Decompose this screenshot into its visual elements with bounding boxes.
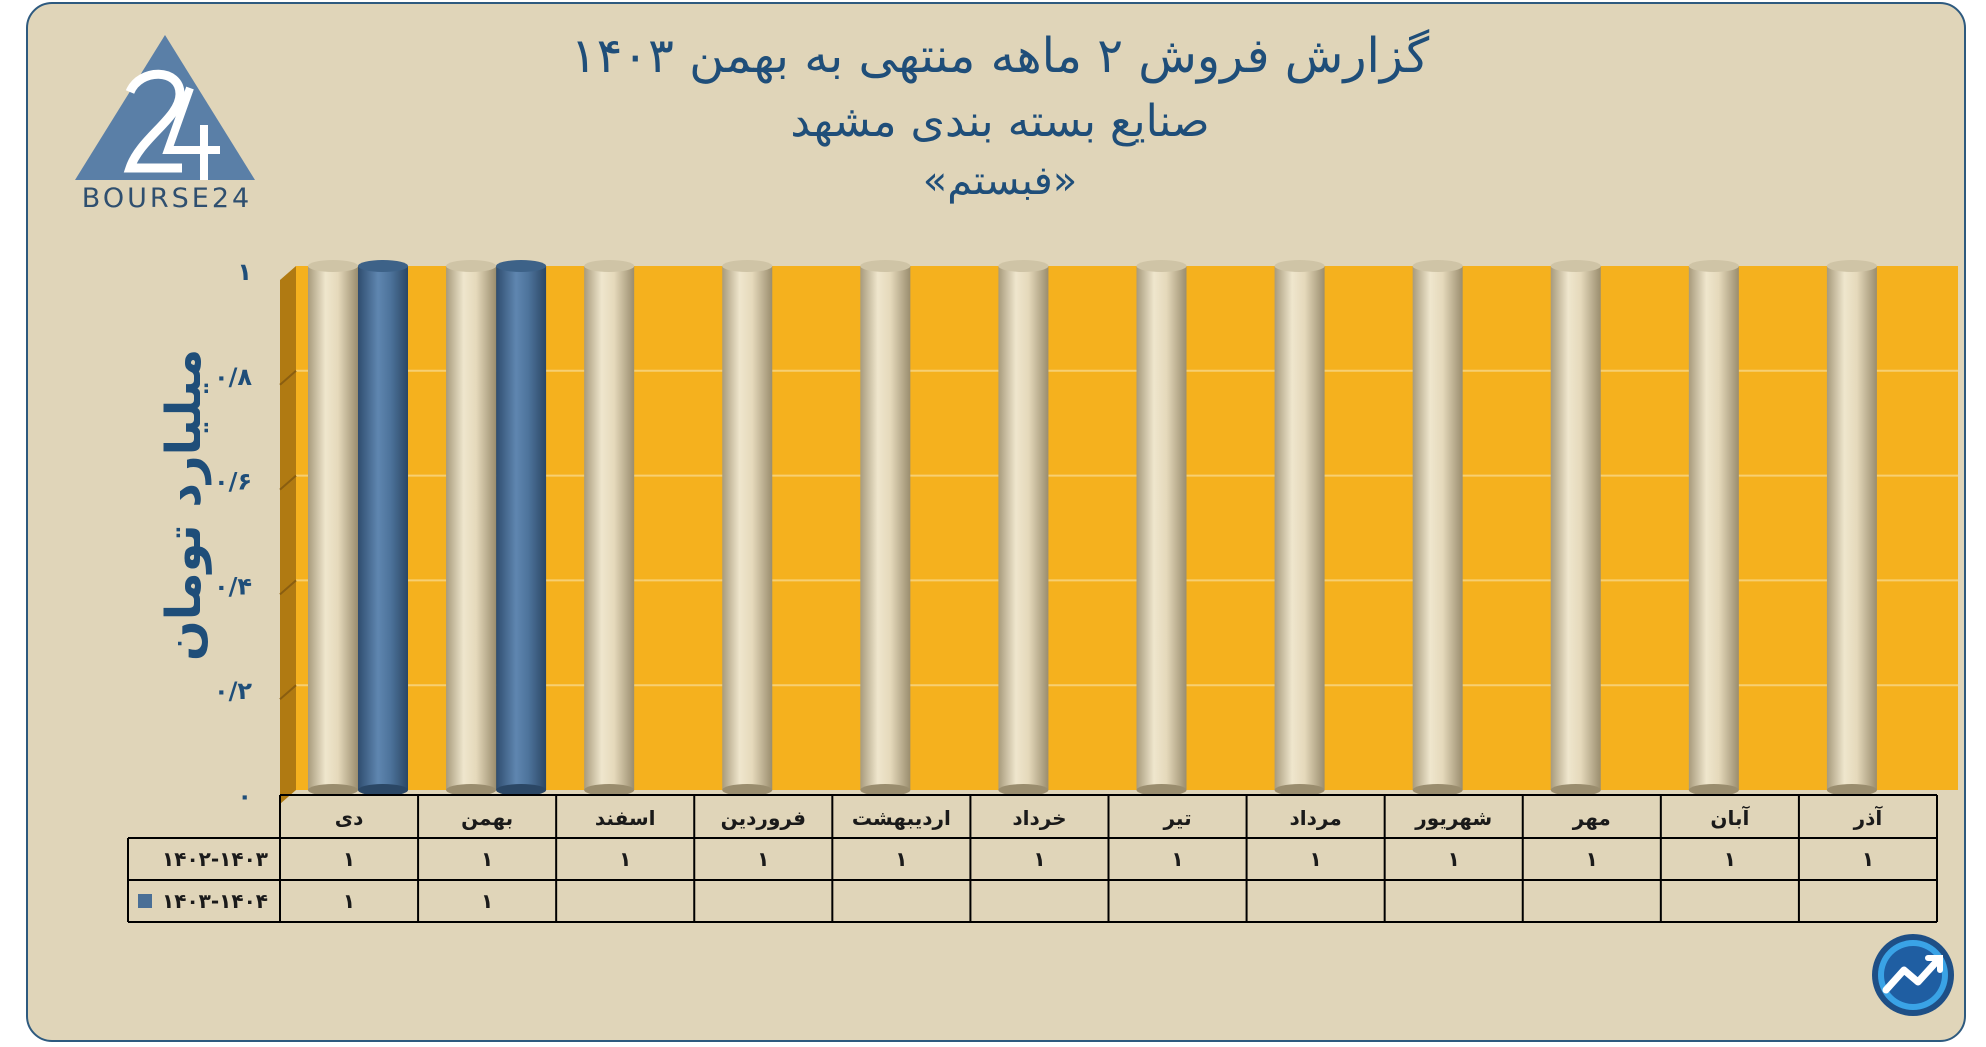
bar-base <box>1412 784 1463 796</box>
x-tick-label: خرداد <box>1012 806 1066 830</box>
data-label: ۱ <box>1586 847 1598 871</box>
y-tick-label: ۰ <box>237 782 252 810</box>
bar-top <box>1274 260 1325 272</box>
gridline-side <box>279 474 297 491</box>
plot-area <box>296 266 1958 790</box>
bar-base <box>308 784 358 796</box>
bar-base <box>1274 784 1325 796</box>
y-tick-label: ۱ <box>237 258 252 286</box>
x-tick-label: آذر <box>1853 805 1884 830</box>
bar-base <box>1136 784 1187 796</box>
legend-swatch <box>138 894 152 908</box>
x-tick-label: تیر <box>1162 806 1191 830</box>
data-label: ۱ <box>757 847 769 871</box>
bar-top <box>998 260 1049 272</box>
bar <box>1136 266 1187 790</box>
data-label: ۱ <box>619 847 631 871</box>
y-tick-label: ۰/۴ <box>214 572 252 600</box>
gridline-side <box>279 684 297 700</box>
bar <box>496 266 547 790</box>
plot-side-wall <box>280 266 296 804</box>
bar-base <box>1688 784 1739 796</box>
bar-base <box>722 784 773 796</box>
x-tick-label: شهریور <box>1414 806 1492 830</box>
bar <box>308 266 358 790</box>
data-label: ۱ <box>481 889 493 913</box>
chart-subtitle: صنایع بسته بندی مشهد <box>790 96 1210 147</box>
y-axis-label: میلیارد تومان <box>156 349 212 661</box>
bar-base <box>358 784 408 796</box>
bar-base <box>1826 784 1877 796</box>
bourse24-logo-icon <box>75 35 255 180</box>
bar <box>722 266 773 790</box>
y-tick-label: ۰/۶ <box>214 468 252 496</box>
bar-base <box>860 784 911 796</box>
bar-base <box>496 784 547 796</box>
bar-top <box>358 260 408 272</box>
gridline-side <box>279 579 297 596</box>
bar-top <box>722 260 773 272</box>
x-tick-label: دی <box>335 806 364 830</box>
company-symbol: «فبستم» <box>922 158 1078 204</box>
trend-arrow-icon[interactable] <box>1870 932 1956 1018</box>
bar <box>1688 266 1739 790</box>
bar-top <box>1136 260 1187 272</box>
chart-title: گزارش فروش ۲ ماهه منتهی به بهمن ۱۴۰۳ <box>570 28 1430 84</box>
x-tick-label: اسفند <box>595 806 656 830</box>
bar-top <box>308 260 358 272</box>
data-label: ۱ <box>1033 847 1045 871</box>
y-tick-label: ۰/۲ <box>214 677 252 705</box>
x-tick-label: اردیبهشت <box>852 806 951 830</box>
data-label: ۱ <box>1862 847 1874 871</box>
bar <box>1826 266 1877 790</box>
bar-top <box>1826 260 1877 272</box>
data-label: ۱ <box>1171 847 1183 871</box>
bar-top <box>446 260 497 272</box>
bar-top <box>584 260 635 272</box>
logo-text: BOURSE24 <box>81 183 253 214</box>
gridline-side <box>279 370 297 386</box>
data-label: ۱ <box>343 847 355 871</box>
data-label: ۱ <box>343 889 355 913</box>
bar <box>1550 266 1601 790</box>
bar <box>1412 266 1463 790</box>
bar-base <box>446 784 497 796</box>
x-tick-label: مهر <box>1572 806 1611 830</box>
bar <box>860 266 911 790</box>
x-tick-label: مرداد <box>1290 806 1342 830</box>
bar-base <box>998 784 1049 796</box>
legend-label: ۱۴۰۳-۱۴۰۴ <box>162 889 268 913</box>
bar <box>1274 266 1325 790</box>
data-label: ۱ <box>1448 847 1460 871</box>
bar-base <box>1550 784 1601 796</box>
x-tick-label: بهمن <box>461 806 513 830</box>
bar <box>358 266 408 790</box>
data-label: ۱ <box>481 847 493 871</box>
data-label: ۱ <box>895 847 907 871</box>
y-tick-label: ۰/۸ <box>214 363 252 391</box>
x-tick-label: آبان <box>1710 805 1750 830</box>
bar-top <box>1412 260 1463 272</box>
legend-label: ۱۴۰۲-۱۴۰۳ <box>162 847 268 871</box>
data-label: ۱ <box>1310 847 1322 871</box>
x-tick-label: فروردین <box>721 806 806 830</box>
bar-base <box>584 784 635 796</box>
bar <box>998 266 1049 790</box>
bar-top <box>1550 260 1601 272</box>
data-label: ۱ <box>1724 847 1736 871</box>
bar <box>446 266 497 790</box>
bar-top <box>496 260 547 272</box>
bar-top <box>860 260 911 272</box>
bar-top <box>1688 260 1739 272</box>
bar <box>584 266 635 790</box>
